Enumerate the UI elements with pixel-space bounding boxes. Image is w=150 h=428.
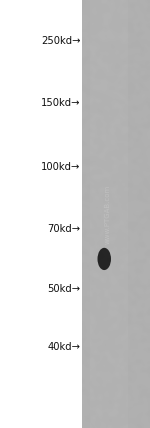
Text: 50kd→: 50kd→ [48,284,81,294]
Text: 70kd→: 70kd→ [48,224,81,234]
Bar [90,0,128,428]
Bar [0,0,82,428]
Text: 100kd→: 100kd→ [41,162,81,172]
Text: 150kd→: 150kd→ [41,98,81,108]
Bar [82,0,150,428]
Text: www.PTGAB.com: www.PTGAB.com [105,184,111,244]
Text: 250kd→: 250kd→ [41,36,81,46]
Text: 40kd→: 40kd→ [48,342,81,352]
Ellipse shape [98,248,111,270]
